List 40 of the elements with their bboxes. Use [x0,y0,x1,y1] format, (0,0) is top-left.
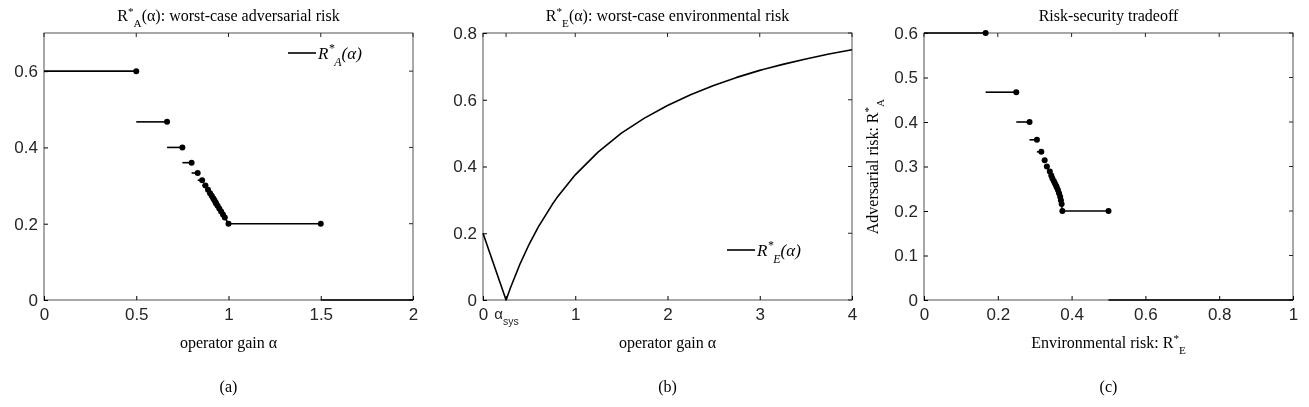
legend-label: R$^{*}$$_{A}$(α) [317,41,363,69]
x-tick-label: 0.2 [986,305,1011,325]
y-tick-label: 0 [28,290,38,310]
y-tick-label: 0.2 [14,214,38,234]
y-tick-label: 0.4 [14,138,38,158]
x-tick-label: 1.5 [309,305,334,325]
y-tick-label: 0.4 [453,157,477,177]
y-tick-label: 0.3 [894,157,918,177]
x-tick-label: α$_{sys}$ [494,304,519,327]
legend-label: R$^{*}$$_{E}$(α) [756,238,802,266]
x-axis-title: operator gain α [179,334,278,352]
text: (b) [658,378,677,396]
chart-title: Risk-security tradeoff [1038,7,1179,25]
x-tick-label: 1 [224,305,234,325]
y-tick-label: 0.6 [894,23,918,43]
y-tick-label: 0.6 [453,90,477,110]
y-tick-label: 0.2 [453,224,477,244]
x-tick-label: 0.6 [1134,305,1158,325]
y-tick-label: 0 [908,290,918,310]
x-axis-title: operator gain α [618,334,717,352]
x-tick-label: 1 [571,305,581,325]
x-tick-label: 1 [1288,305,1299,325]
x-tick-label: 3 [755,305,765,325]
y-tick-label: 0.6 [14,62,38,82]
text: (c) [1099,378,1118,396]
x-tick-label: 0.8 [1207,305,1232,325]
y-tick-label: 0 [467,290,477,310]
x-tick-label: 0.4 [1060,305,1084,325]
y-tick-label: 0.4 [894,112,918,132]
x-tick-label: 2 [663,305,673,325]
chart-title: R$^{*}$$_{A}$(α): worst-case adversarial risk [117,5,340,29]
x-tick-label: 4 [847,305,858,325]
y-tick-label: 0.2 [894,201,918,221]
y-tick-label: 0.1 [894,246,918,266]
text: (a) [219,378,238,396]
y-tick-label: 0.5 [894,68,918,88]
x-tick-label: 2 [408,305,419,325]
y-tick-label: 0.8 [453,23,477,43]
x-tick-label: 0.5 [124,305,149,325]
chart-title: R$^{*}$$_{E}$(α): worst-case environmental risk [545,5,790,29]
